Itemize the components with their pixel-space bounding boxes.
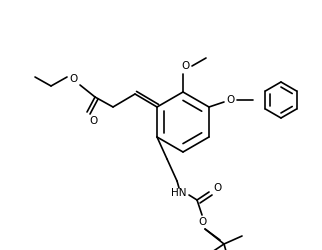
Text: O: O [213,183,221,193]
Text: O: O [182,61,190,71]
Text: HN: HN [171,188,187,198]
Text: O: O [198,217,206,227]
Text: O: O [89,116,97,126]
Text: O: O [227,95,235,105]
Text: O: O [69,74,77,84]
